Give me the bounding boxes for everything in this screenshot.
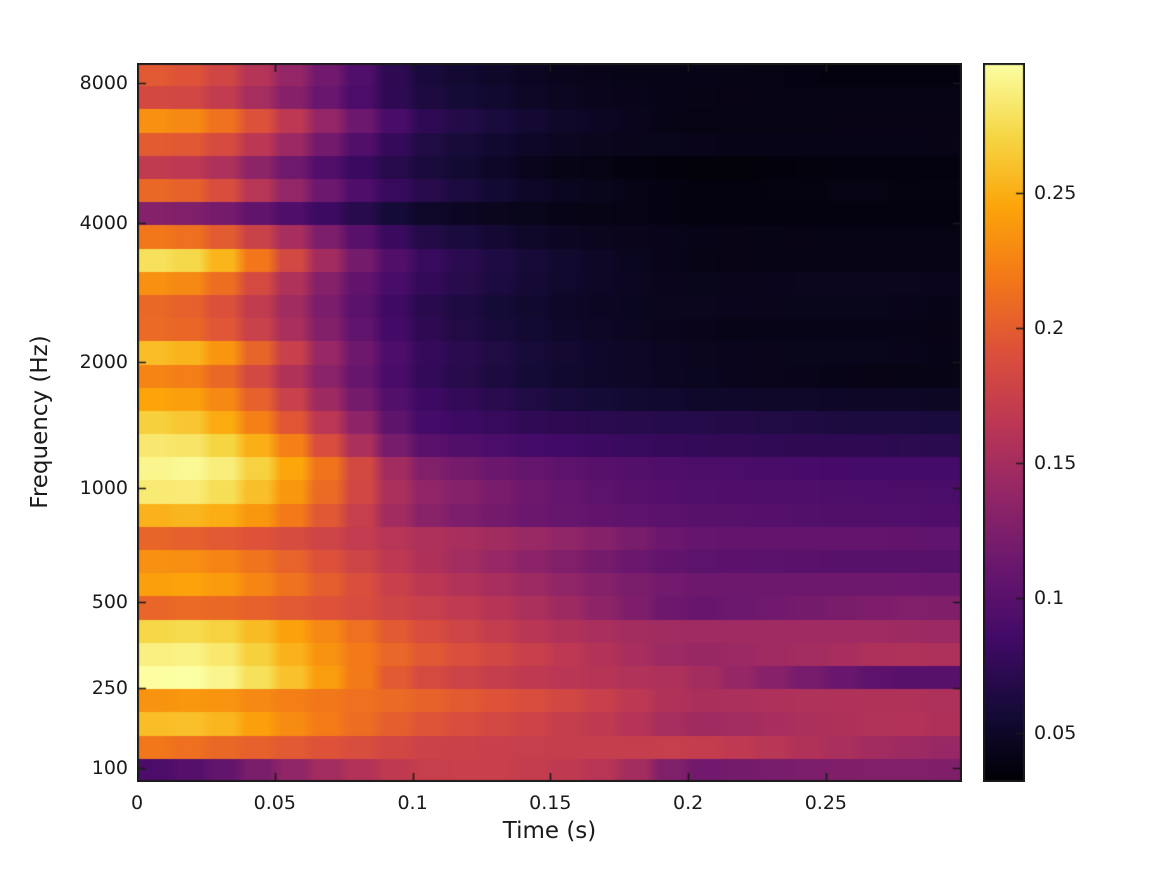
x-tick-label: 0.05 <box>253 792 296 814</box>
y-axis-title: Frequency (Hz) <box>27 335 53 509</box>
y-tick-label: 8000 <box>79 71 128 94</box>
colorbar-canvas <box>983 63 1025 782</box>
x-axis-title: Time (s) <box>502 818 597 844</box>
colorbar-tick-label: 0.05 <box>1034 722 1077 745</box>
spectrogram-heatmap-canvas <box>137 63 962 782</box>
x-tick-label: 0 <box>130 792 144 814</box>
y-tick-label: 500 <box>91 591 128 614</box>
x-tick-label: 0.1 <box>397 792 428 814</box>
y-tick-label: 1000 <box>79 477 128 499</box>
y-tick-label: 100 <box>91 756 128 779</box>
colorbar-tick-label: 0.25 <box>1034 181 1077 204</box>
x-tick-label: 0.2 <box>672 792 704 814</box>
y-tick-label: 4000 <box>79 211 128 234</box>
colorbar <box>983 63 1025 782</box>
colorbar-tick-label: 0.1 <box>1034 587 1065 610</box>
heatmap-plot-area <box>137 63 962 782</box>
colorbar-tick-label: 0.15 <box>1034 452 1077 475</box>
y-tick-label: 2000 <box>79 350 128 373</box>
colorbar-tick-label: 0.2 <box>1034 316 1065 339</box>
x-tick-label: 0.25 <box>804 792 848 814</box>
x-tick-label: 0.15 <box>529 792 572 814</box>
y-tick-label: 250 <box>91 677 128 700</box>
